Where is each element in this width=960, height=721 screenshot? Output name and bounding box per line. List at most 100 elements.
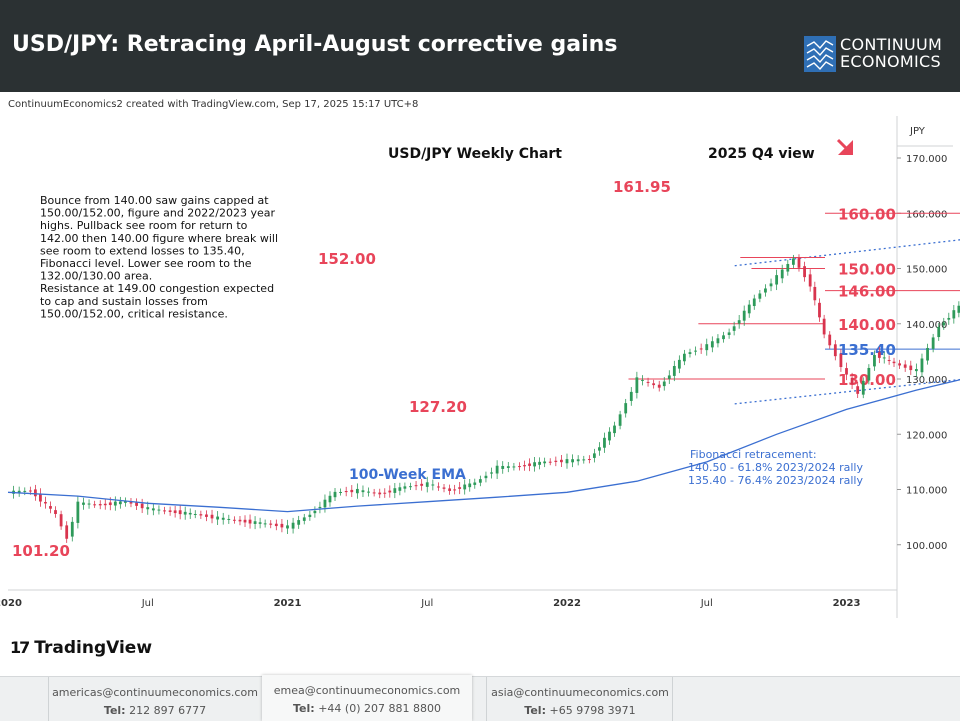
candle-body	[313, 510, 317, 514]
commentary-line: 150.00/152.00, figure and 2022/2023 year	[40, 207, 276, 220]
fib-line: 140.50 - 61.8% 2023/2024 rally	[688, 461, 863, 474]
candle-body	[887, 360, 891, 362]
y-tick-label: 150.000	[906, 265, 947, 276]
candle-body	[747, 304, 751, 314]
candle-body	[490, 472, 493, 474]
ema-line	[7, 379, 960, 513]
candle-body	[82, 502, 85, 505]
candle-body	[76, 501, 80, 523]
candle-body	[118, 501, 122, 505]
level-label-146.00: 146.00	[838, 283, 896, 301]
tradingview-logo-icon: 17	[10, 638, 30, 657]
candle-body	[775, 275, 779, 285]
candle-body	[344, 490, 348, 493]
page-title: USD/JPY: Retracing April-August correcti…	[12, 32, 618, 57]
candle-body	[409, 486, 412, 488]
level-label-135.40: 135.40	[838, 341, 896, 359]
candle-body	[437, 486, 440, 488]
candle-body	[308, 514, 312, 518]
candle-body	[291, 522, 295, 529]
usdjpy-weekly-chart: JPY 100.000 110.000 120.000 130.000 140.000 15…	[0, 116, 960, 618]
candle-body	[205, 514, 208, 517]
candle-body	[608, 431, 611, 441]
candle-body	[473, 482, 477, 485]
chart-credit: ContinuumEconomics2 created with Trading…	[8, 99, 419, 110]
commentary-line: see room to extend losses to 135.40,	[40, 244, 245, 257]
candle-body	[861, 380, 865, 395]
candle-body	[845, 368, 848, 375]
candle-body	[178, 510, 182, 515]
candle-body	[797, 258, 801, 268]
candle-body	[54, 510, 57, 514]
candle-body	[108, 502, 112, 506]
candle-body	[786, 263, 790, 272]
y-tick-label: 120.000	[906, 430, 947, 441]
candle-body	[512, 466, 516, 468]
candle-body	[850, 377, 854, 385]
candle-body	[909, 365, 913, 371]
candle-body	[163, 510, 166, 512]
x-tick-label: 2021	[274, 598, 302, 609]
contact-phone: Tel: +44 (0) 207 881 8800	[262, 702, 472, 715]
candle-body	[253, 521, 257, 524]
candle-body	[722, 335, 725, 340]
footer-contact-americas: americas@continuumeconomics.com Tel: 212…	[50, 677, 260, 721]
candle-body	[442, 487, 446, 489]
candle-body	[742, 310, 746, 321]
candle-body	[523, 465, 526, 467]
candle-body	[769, 283, 773, 287]
candle-body	[216, 516, 220, 520]
candle-body	[193, 513, 197, 515]
candle-body	[350, 489, 354, 493]
candle-body	[641, 379, 644, 381]
candle-body	[952, 310, 956, 319]
candle-body	[23, 490, 27, 492]
candle-body	[667, 375, 671, 379]
candle-body	[274, 523, 278, 527]
candle-body	[140, 503, 144, 509]
commentary-line: 132.00/130.00 area.	[40, 270, 152, 283]
contact-email[interactable]: asia@continuumeconomics.com	[491, 686, 669, 699]
level-label-160.00: 160.00	[838, 205, 896, 223]
candle-body	[123, 501, 127, 503]
candle-body	[931, 337, 935, 349]
logo-line-2: ECONOMICS	[840, 52, 941, 71]
candle-body	[146, 507, 150, 510]
footer-divider	[48, 677, 49, 721]
contact-email[interactable]: emea@continuumeconomics.com	[273, 684, 461, 697]
commentary-line: Bounce from 140.00 saw gains capped at	[40, 194, 269, 207]
candle-body	[199, 514, 203, 516]
level-152-label: 152.00	[318, 250, 376, 268]
candle-body	[173, 510, 177, 514]
price-candles	[12, 254, 960, 543]
candle-body	[592, 453, 596, 458]
candle-body	[388, 490, 392, 493]
candle-body	[554, 460, 558, 462]
candle-body	[548, 461, 552, 463]
commentary-line: 142.00 then 140.00 figure where break wi…	[40, 232, 278, 245]
candle-body	[598, 447, 601, 451]
candle-body	[210, 514, 214, 519]
candle-body	[926, 347, 929, 361]
candle-body	[652, 383, 656, 386]
candle-body	[657, 384, 661, 388]
candle-body	[828, 334, 832, 346]
candle-body	[188, 512, 192, 515]
contact-email[interactable]: americas@continuumeconomics.com	[52, 686, 258, 699]
candle-body	[448, 488, 452, 491]
footer: americas@continuumeconomics.com Tel: 212…	[0, 675, 960, 721]
candle-body	[576, 459, 580, 462]
down-arrow-head-icon	[838, 140, 853, 155]
candle-body	[168, 510, 172, 512]
candle-body	[87, 503, 91, 505]
candle-body	[98, 504, 102, 506]
candle-body	[232, 519, 236, 521]
candle-body	[903, 364, 907, 368]
commentary-line: 150.00/152.00, critical resistance.	[40, 307, 228, 320]
candle-body	[538, 461, 542, 465]
candle-body	[732, 326, 736, 331]
phone-label: Tel:	[103, 704, 126, 717]
candle-body	[808, 274, 812, 287]
candle-body	[758, 293, 762, 299]
candle-body	[361, 490, 365, 493]
